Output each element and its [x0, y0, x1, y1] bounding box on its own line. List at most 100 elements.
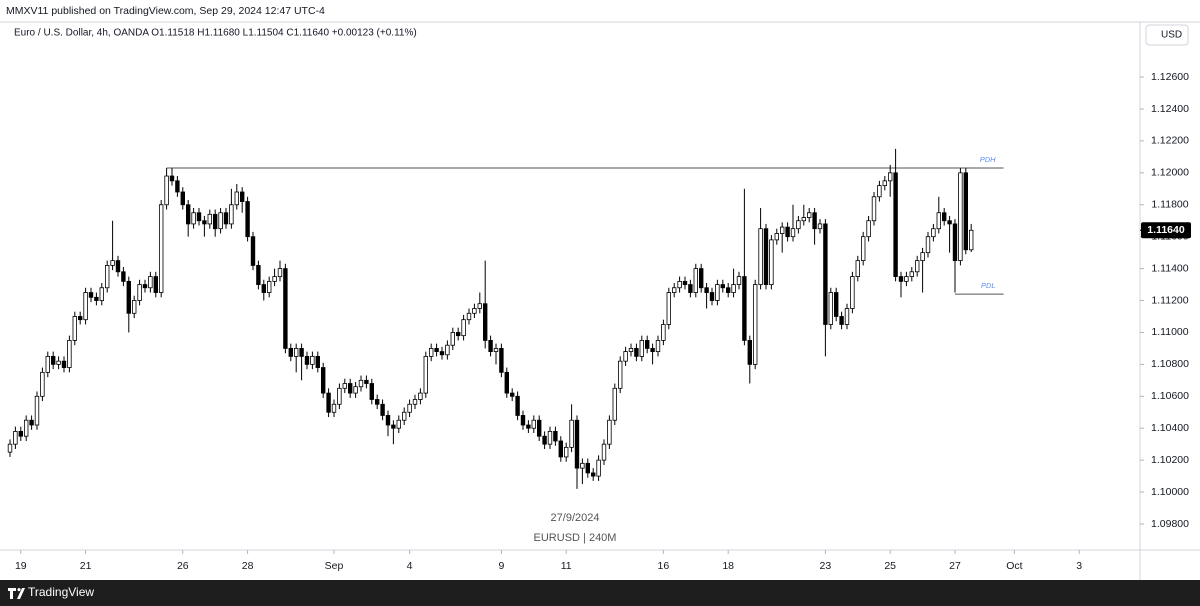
y-tick-label: 1.12200 — [1151, 135, 1189, 147]
candle-body — [968, 229, 974, 251]
candle-body — [407, 403, 412, 413]
candle-body — [34, 395, 40, 426]
x-tick-label: 27 — [949, 560, 961, 572]
candle-body — [941, 212, 947, 222]
candle-body — [342, 383, 347, 389]
candle-body — [266, 280, 272, 293]
candle-body — [191, 212, 196, 225]
y-tick-label: 1.10400 — [1151, 422, 1189, 434]
candle-body — [958, 172, 963, 262]
candle-body — [196, 212, 202, 222]
y-tick-label: 1.11800 — [1151, 199, 1188, 211]
candle-body — [104, 265, 110, 289]
candle-body — [67, 340, 72, 368]
x-tick-label: 21 — [80, 560, 92, 572]
candle-body — [40, 371, 45, 397]
candle-body — [137, 284, 142, 301]
candle-body — [245, 201, 250, 238]
candle-body — [682, 280, 688, 285]
candle-body — [785, 226, 790, 238]
candle-body — [833, 292, 839, 317]
candle-body — [272, 276, 277, 282]
candle-body — [288, 348, 293, 357]
candle-body — [412, 399, 418, 405]
candle-body — [115, 260, 121, 273]
candle-body — [218, 212, 223, 230]
candle-body — [601, 443, 607, 461]
candle-body — [801, 217, 806, 222]
candle-body — [774, 233, 779, 241]
footer-bar — [0, 580, 1200, 606]
candle-body — [396, 419, 401, 429]
candle-body — [202, 220, 207, 225]
candle-body — [612, 387, 617, 421]
candle-body — [553, 431, 558, 442]
candle-body — [763, 228, 769, 285]
candle-body — [18, 431, 23, 437]
candle-body — [731, 284, 736, 293]
candle-body — [839, 316, 844, 325]
candle-body — [326, 392, 331, 413]
y-tick-label: 1.11200 — [1151, 294, 1188, 306]
candle-body — [45, 355, 50, 373]
currency-label: USD — [1161, 30, 1182, 41]
candle-body — [688, 284, 693, 293]
candle-body — [94, 296, 99, 301]
candle-body — [661, 324, 666, 341]
candle-body — [56, 360, 61, 365]
candle-body — [542, 435, 547, 445]
candle-body — [29, 419, 34, 426]
x-tick-label: 11 — [561, 560, 572, 572]
candle-body — [607, 419, 612, 445]
candle-body — [310, 355, 315, 365]
x-tick-label: Oct — [1006, 560, 1022, 572]
candle-body — [277, 268, 283, 277]
candle-body — [212, 213, 218, 230]
candle-body — [77, 316, 83, 321]
candle-body — [563, 446, 569, 458]
x-tick-label: 9 — [498, 560, 504, 572]
candle-body — [898, 276, 904, 282]
candle-body — [488, 340, 493, 353]
candle-body — [574, 419, 580, 469]
x-tick-label: 25 — [884, 560, 896, 572]
candle-body — [493, 348, 499, 353]
candle-body — [823, 223, 828, 325]
candle-body — [677, 280, 682, 289]
candle-body — [947, 220, 952, 225]
candle-body — [866, 220, 871, 238]
candle-body — [229, 204, 234, 225]
x-tick-label: 3 — [1076, 560, 1082, 572]
candle-body — [88, 292, 94, 298]
candle-body — [391, 424, 396, 429]
candle-body — [256, 265, 261, 285]
candle-body — [445, 344, 450, 356]
candle-body — [909, 271, 914, 277]
footer-brand: TradingView — [28, 585, 94, 599]
candle-body — [893, 172, 898, 277]
candle-body — [364, 379, 369, 384]
candle-body — [347, 383, 353, 394]
candle-body — [963, 172, 968, 251]
level-label: PDH — [980, 155, 996, 164]
y-tick-label: 1.10000 — [1151, 486, 1189, 498]
candle-body — [72, 316, 77, 341]
candle-body — [806, 212, 812, 218]
candle-body — [185, 204, 191, 225]
candle-body — [374, 399, 380, 405]
x-tick-label: 23 — [820, 560, 832, 572]
candle-body — [536, 419, 542, 437]
candle-body — [736, 276, 742, 285]
candle-body — [569, 419, 574, 448]
candle-body — [531, 419, 536, 429]
candle-body — [526, 424, 531, 429]
candle-body — [790, 228, 796, 238]
candle-body — [261, 284, 266, 293]
y-tick-label: 1.12600 — [1151, 71, 1189, 83]
currency-button[interactable] — [1145, 24, 1189, 46]
candle-body — [110, 260, 115, 266]
candle-body — [844, 308, 850, 325]
candle-body — [455, 332, 461, 337]
candle-body — [23, 419, 29, 437]
